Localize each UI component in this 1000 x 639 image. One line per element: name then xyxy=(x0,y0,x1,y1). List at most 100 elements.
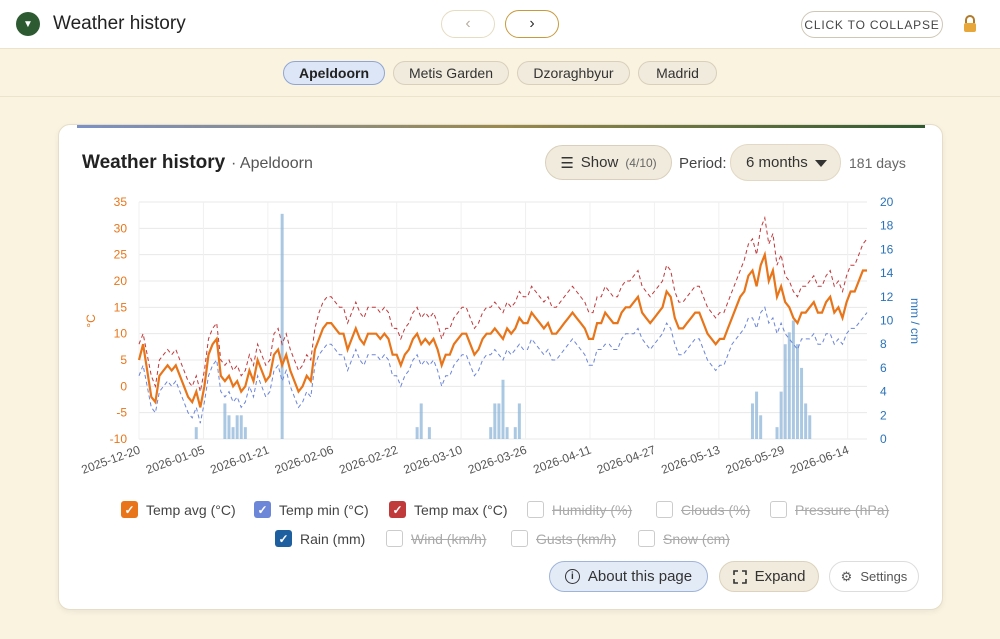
rain-bar xyxy=(755,391,759,439)
checkbox[interactable] xyxy=(770,501,787,518)
location-tab-madrid[interactable]: Madrid xyxy=(638,61,717,85)
expand-label: Expand xyxy=(754,568,806,585)
left-axis-tick: -10 xyxy=(110,432,128,446)
collapse-toggle-icon[interactable]: ▼ xyxy=(16,12,40,36)
x-axis-tick: 2026-01-05 xyxy=(144,443,207,477)
x-axis-tick: 2026-06-14 xyxy=(788,443,851,477)
x-axis-tick: 2026-05-29 xyxy=(724,443,787,477)
checkbox[interactable]: ✓ xyxy=(389,501,406,518)
legend-item-temp-min[interactable]: ✓ Temp min (°C) xyxy=(254,501,369,518)
legend-label: Temp max (°C) xyxy=(414,501,508,518)
right-axis-tick: 4 xyxy=(880,385,887,399)
checkbox[interactable] xyxy=(656,501,673,518)
legend-label: Snow (cm) xyxy=(663,530,730,547)
x-axis-tick: 2026-04-27 xyxy=(595,443,658,477)
right-axis-tick: 12 xyxy=(880,290,894,304)
card-title: Weather history xyxy=(82,152,226,173)
rain-bar xyxy=(231,427,235,439)
legend-item-gusts[interactable]: Gusts (km/h) xyxy=(511,530,616,547)
right-axis-tick: 14 xyxy=(880,266,894,280)
rain-bar xyxy=(775,427,779,439)
legend-item-humidity[interactable]: Humidity (%) xyxy=(527,501,632,518)
settings-button[interactable]: ⚙ Settings xyxy=(829,561,919,592)
about-page-button[interactable]: i About this page xyxy=(549,561,708,592)
left-axis-tick: 0 xyxy=(120,379,127,393)
checkbox[interactable] xyxy=(386,530,403,547)
left-axis-tick: 15 xyxy=(114,300,128,314)
rain-bar xyxy=(280,213,284,439)
period-label: Period: xyxy=(679,155,727,172)
legend-item-snow[interactable]: Snow (cm) xyxy=(638,530,730,547)
checkbox[interactable] xyxy=(527,501,544,518)
show-series-button[interactable]: ☰ Show (4/10) xyxy=(545,145,672,180)
x-axis-tick: 2026-04-11 xyxy=(531,443,593,477)
right-axis-tick: 16 xyxy=(880,242,894,256)
lock-icon xyxy=(964,15,976,32)
rain-bar xyxy=(501,379,505,439)
rain-bar xyxy=(750,403,754,439)
rain-bar xyxy=(791,320,795,439)
checkbox[interactable] xyxy=(638,530,655,547)
legend-item-wind[interactable]: Wind (km/h) xyxy=(386,530,486,547)
location-tabs: Apeldoorn Metis Garden Dzoraghbyur Madri… xyxy=(0,49,1000,97)
checkbox[interactable] xyxy=(511,530,528,547)
top-bar: ▼ Weather history ‹ › CLICK TO COLLAPSE xyxy=(0,0,1000,49)
checkbox[interactable]: ✓ xyxy=(275,530,292,547)
left-axis-tick: 10 xyxy=(114,327,128,341)
legend-item-temp-avg[interactable]: ✓ Temp avg (°C) xyxy=(121,501,236,518)
checkbox[interactable]: ✓ xyxy=(254,501,271,518)
temp-avg-line xyxy=(137,250,867,408)
legend-item-temp-max[interactable]: ✓ Temp max (°C) xyxy=(389,501,508,518)
temp-min-line xyxy=(138,306,868,424)
x-axis-tick: 2026-03-10 xyxy=(402,443,465,477)
right-axis-label: mm / cm xyxy=(908,298,922,344)
rain-bar xyxy=(419,403,423,439)
rain-bar xyxy=(489,427,493,439)
rain-bar xyxy=(239,415,243,439)
app-title: Weather history xyxy=(53,13,186,34)
rain-bar xyxy=(808,415,812,439)
rain-bar xyxy=(795,344,799,439)
location-tab-apeldoorn[interactable]: Apeldoorn xyxy=(283,61,385,85)
collapse-button[interactable]: CLICK TO COLLAPSE xyxy=(801,11,943,38)
rain-bar xyxy=(759,415,763,439)
right-axis-tick: 6 xyxy=(880,361,887,375)
gear-icon: ⚙ xyxy=(840,568,853,584)
previous-button[interactable]: ‹ xyxy=(441,10,495,38)
location-tab-metis-garden[interactable]: Metis Garden xyxy=(393,61,509,85)
card-accent-bar xyxy=(77,125,925,128)
checkbox[interactable]: ✓ xyxy=(121,501,138,518)
x-axis-tick: 2026-03-26 xyxy=(466,443,529,477)
rain-bar xyxy=(787,332,791,439)
x-axis-tick: 2026-05-13 xyxy=(659,443,722,477)
rain-bar xyxy=(505,427,509,439)
rain-bar xyxy=(804,403,808,439)
rain-bar xyxy=(227,415,231,439)
days-count: 181 days xyxy=(849,155,906,171)
left-axis-label: °C xyxy=(84,314,98,328)
rain-bar xyxy=(427,427,431,439)
rain-bar xyxy=(800,367,804,439)
rain-bar xyxy=(243,427,247,439)
legend-label: Wind (km/h) xyxy=(411,530,487,547)
show-label: Show xyxy=(580,154,619,171)
next-button[interactable]: › xyxy=(505,10,559,38)
rain-bar xyxy=(517,403,521,439)
legend-item-pressure[interactable]: Pressure (hPa) xyxy=(770,501,889,518)
right-axis-tick: 2 xyxy=(880,408,887,422)
caret-down-icon xyxy=(815,160,827,167)
x-axis-tick: 2025-12-20 xyxy=(80,443,143,477)
period-value: 6 months xyxy=(746,154,808,171)
legend-item-clouds[interactable]: Clouds (%) xyxy=(656,501,750,518)
left-axis-tick: 5 xyxy=(120,353,127,367)
card-location-subtitle: · Apeldoorn xyxy=(231,155,313,172)
legend-label: Temp avg (°C) xyxy=(146,501,236,518)
expand-button[interactable]: Expand xyxy=(719,561,819,592)
right-axis-tick: 8 xyxy=(880,337,887,351)
temp-max-line xyxy=(138,215,868,392)
period-select[interactable]: 6 months xyxy=(730,144,841,181)
location-tab-dzoraghbyur[interactable]: Dzoraghbyur xyxy=(517,61,630,85)
legend-label: Gusts (km/h) xyxy=(536,530,617,547)
legend-item-rain[interactable]: ✓ Rain (mm) xyxy=(275,530,365,547)
rain-bar xyxy=(513,427,517,439)
